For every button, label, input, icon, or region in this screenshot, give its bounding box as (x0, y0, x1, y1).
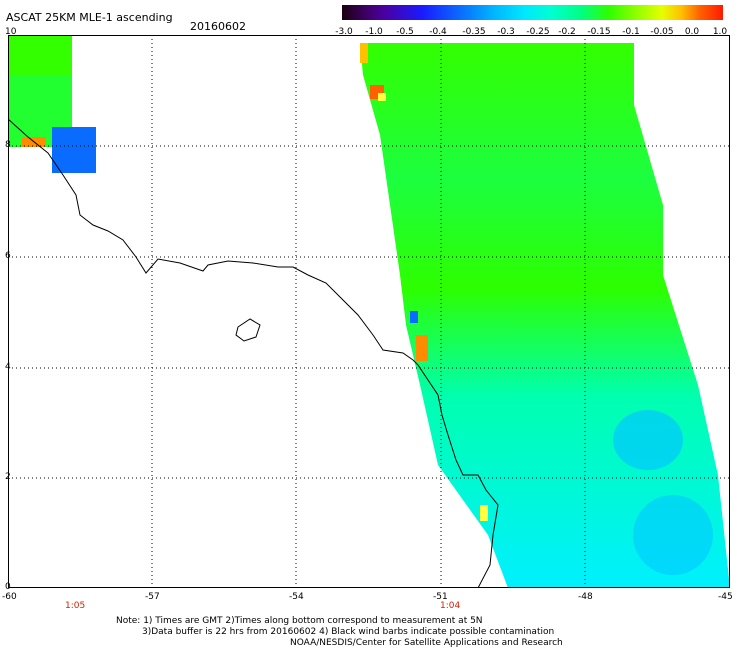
map-frame (8, 35, 730, 588)
coastline (8, 118, 499, 588)
footnote-line-3: NOAA/NESDIS/Center for Satellite Applica… (290, 638, 563, 648)
colorbar-tick: -0.4 (429, 27, 447, 37)
colorbar-tick: -0.3 (497, 27, 515, 37)
colorbar-tick: -0.1 (622, 27, 640, 37)
colorbar-tick: 1.0 (712, 27, 728, 37)
x-label: -51 (433, 592, 448, 602)
colorbar-tick: -0.35 (462, 27, 486, 37)
pass-time-left: 1:05 (65, 601, 86, 611)
colorbar-tick: -1.0 (365, 27, 383, 37)
footnote-line-1: Note: 1) Times are GMT 2)Times along bot… (116, 616, 483, 626)
y-label: 6 (5, 251, 11, 261)
colorbar-tick: 0.0 (684, 27, 700, 37)
y-label: 8 (5, 140, 11, 150)
grid (8, 35, 730, 588)
y-label: 2 (5, 472, 11, 482)
colorbar-tick: -0.15 (587, 27, 611, 37)
x-label: -60 (2, 592, 17, 602)
colorbar-tick: -0.25 (526, 27, 550, 37)
colorbar-tick: -3.0 (335, 27, 353, 37)
colorbar-tick: -0.5 (396, 27, 414, 37)
map-date: 20160602 (190, 20, 246, 33)
swath-left (8, 35, 96, 173)
colorbar (342, 5, 723, 20)
pass-time-right: 1:04 (440, 601, 461, 611)
swath-right (360, 43, 730, 588)
x-label: -54 (289, 592, 304, 602)
island (235, 318, 261, 342)
map-title: ASCAT 25KM MLE-1 ascending (6, 11, 173, 24)
x-label: -48 (578, 592, 593, 602)
y-label: 4 (5, 362, 11, 372)
colorbar-tick: -0.2 (558, 27, 576, 37)
x-label: -45 (718, 592, 733, 602)
footnote-line-2: 3)Data buffer is 22 hrs from 20160602 4)… (142, 627, 555, 637)
y-label: 0 (5, 582, 11, 592)
y-label: 10 (5, 27, 17, 37)
x-label: -57 (145, 592, 160, 602)
colorbar-tick: -0.05 (650, 27, 674, 37)
map-canvas (8, 35, 730, 588)
